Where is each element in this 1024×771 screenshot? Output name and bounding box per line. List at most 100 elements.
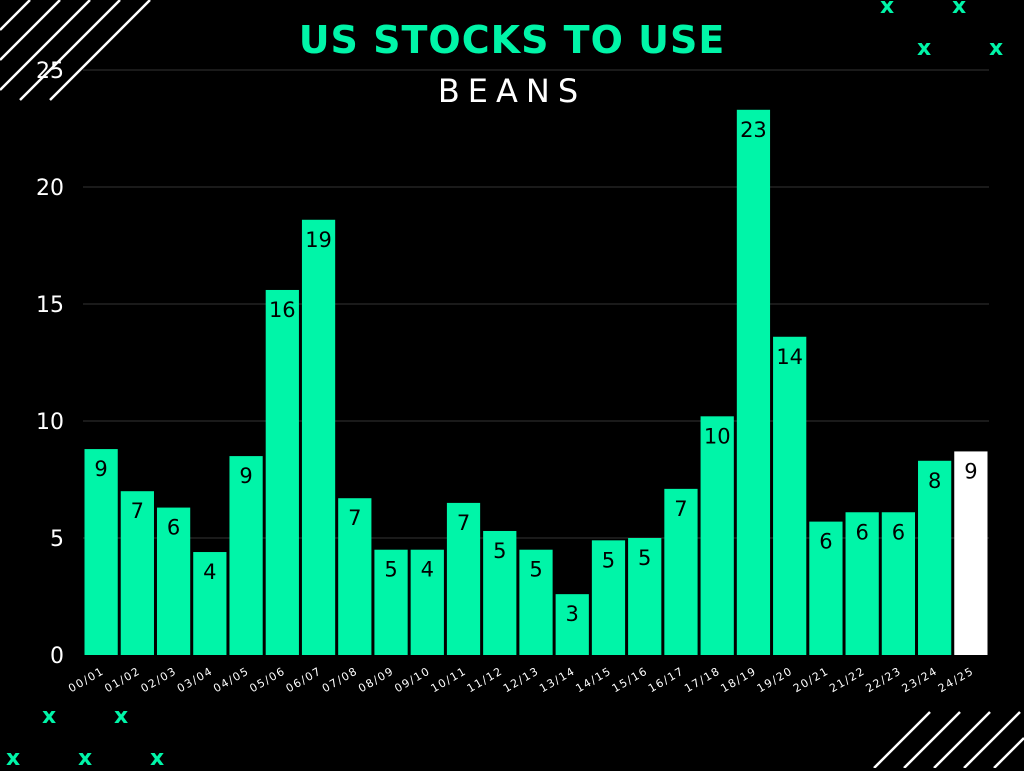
data-label: 5 bbox=[602, 548, 615, 572]
bar-05-06 bbox=[265, 289, 299, 655]
grid-lines bbox=[83, 69, 989, 539]
x-tick-label: 11/12 bbox=[465, 664, 505, 695]
x-tick-label: 10/11 bbox=[429, 664, 469, 695]
bar-01-02 bbox=[120, 491, 154, 655]
deco-x-mark: x bbox=[6, 746, 21, 771]
data-label: 19 bbox=[305, 228, 332, 252]
deco-x-mark: x bbox=[917, 36, 932, 61]
bar-02-03 bbox=[156, 507, 191, 655]
data-label: 6 bbox=[855, 520, 868, 544]
y-tick-label: 20 bbox=[36, 176, 64, 201]
data-label: 7 bbox=[457, 511, 470, 535]
y-axis: 0 5 10 15 20 25 bbox=[36, 59, 64, 669]
x-tick-label: 15/16 bbox=[610, 664, 650, 695]
x-tick-label: 22/23 bbox=[863, 664, 903, 695]
bar-17-18 bbox=[700, 416, 734, 655]
data-label: 4 bbox=[203, 560, 216, 584]
x-axis: 00/0101/0202/0303/0404/0505/0606/0707/08… bbox=[66, 664, 976, 695]
bar-18-19 bbox=[736, 109, 771, 655]
x-tick-label: 14/15 bbox=[574, 664, 614, 695]
x-tick-label: 16/17 bbox=[646, 664, 686, 695]
y-tick-label: 10 bbox=[36, 410, 64, 435]
data-label: 6 bbox=[167, 516, 180, 540]
x-tick-label: 23/24 bbox=[900, 664, 940, 695]
bar-11-12 bbox=[483, 530, 517, 655]
x-tick-label: 02/03 bbox=[139, 664, 179, 695]
deco-x-mark: x bbox=[114, 704, 129, 729]
deco-x-mark: x bbox=[78, 746, 93, 771]
deco-x-mark: x bbox=[880, 0, 895, 19]
data-label: 5 bbox=[384, 558, 397, 582]
bar-03-04 bbox=[193, 552, 227, 655]
data-label: 8 bbox=[928, 469, 941, 493]
x-tick-label: 08/09 bbox=[356, 664, 396, 695]
data-label: 5 bbox=[529, 558, 542, 582]
data-label: 9 bbox=[239, 464, 252, 488]
data-label: 5 bbox=[638, 546, 651, 570]
x-tick-label: 00/01 bbox=[66, 664, 106, 695]
data-label: 9 bbox=[964, 459, 977, 483]
deco-x-mark: x bbox=[952, 0, 967, 19]
bar-14-15 bbox=[591, 540, 626, 655]
data-label: 7 bbox=[674, 497, 687, 521]
chart-title: US STOCKS TO USE bbox=[298, 18, 726, 62]
bar-20-21 bbox=[809, 521, 843, 655]
y-tick-label: 0 bbox=[50, 644, 64, 669]
deco-stripes-top-left bbox=[0, 0, 151, 101]
data-label: 10 bbox=[704, 424, 731, 448]
x-tick-label: 18/19 bbox=[718, 664, 758, 695]
deco-stripes-bottom-right bbox=[873, 711, 1024, 768]
bar-12-13 bbox=[519, 549, 553, 655]
x-tick-label: 01/02 bbox=[102, 664, 142, 695]
data-label: 7 bbox=[131, 499, 144, 523]
x-tick-label: 21/22 bbox=[827, 664, 867, 695]
data-label: 4 bbox=[421, 558, 434, 582]
bar-22-23 bbox=[881, 512, 916, 655]
x-tick-label: 07/08 bbox=[320, 664, 360, 695]
y-tick-label: 25 bbox=[36, 59, 64, 84]
data-label: 6 bbox=[892, 520, 905, 544]
data-label: 6 bbox=[819, 530, 832, 554]
x-tick-label: 20/21 bbox=[791, 664, 831, 695]
y-tick-label: 5 bbox=[50, 527, 64, 552]
data-label: 23 bbox=[740, 118, 767, 142]
deco-x-mark: x bbox=[150, 746, 165, 771]
deco-x-mark: x bbox=[42, 704, 57, 729]
x-tick-label: 06/07 bbox=[284, 664, 324, 695]
data-label: 9 bbox=[94, 457, 107, 481]
y-tick-label: 15 bbox=[36, 293, 64, 318]
x-tick-label: 12/13 bbox=[501, 664, 541, 695]
bar-23-24 bbox=[918, 460, 952, 655]
chart-subtitle: BEANS bbox=[437, 72, 587, 110]
data-label: 5 bbox=[493, 539, 506, 563]
x-tick-label: 24/25 bbox=[936, 664, 976, 695]
bar-19-20 bbox=[773, 336, 807, 655]
bar-21-22 bbox=[845, 512, 879, 655]
bar-09-10 bbox=[410, 549, 444, 655]
bar-13-14 bbox=[555, 594, 589, 655]
bars bbox=[84, 109, 988, 655]
bar-10-11 bbox=[446, 502, 481, 655]
bar-24-25 bbox=[954, 451, 988, 655]
bar-08-09 bbox=[374, 549, 408, 655]
x-tick-label: 17/18 bbox=[682, 664, 722, 695]
bar-15-16 bbox=[628, 538, 662, 655]
data-label: 14 bbox=[776, 345, 803, 369]
x-tick-label: 13/14 bbox=[537, 664, 577, 695]
data-label: 16 bbox=[269, 298, 296, 322]
x-tick-label: 05/06 bbox=[247, 664, 287, 695]
x-tick-label: 19/20 bbox=[755, 664, 795, 695]
x-tick-label: 03/04 bbox=[175, 664, 215, 695]
x-tick-label: 09/10 bbox=[392, 664, 432, 695]
bar-16-17 bbox=[664, 488, 698, 655]
bar-00-01 bbox=[84, 449, 118, 655]
bar-04-05 bbox=[229, 456, 263, 655]
data-label: 7 bbox=[348, 506, 361, 530]
bar-07-08 bbox=[338, 498, 372, 655]
deco-x-mark: x bbox=[989, 36, 1004, 61]
data-label: 3 bbox=[566, 602, 579, 626]
x-tick-label: 04/05 bbox=[211, 664, 251, 695]
bar-06-07 bbox=[301, 219, 336, 655]
